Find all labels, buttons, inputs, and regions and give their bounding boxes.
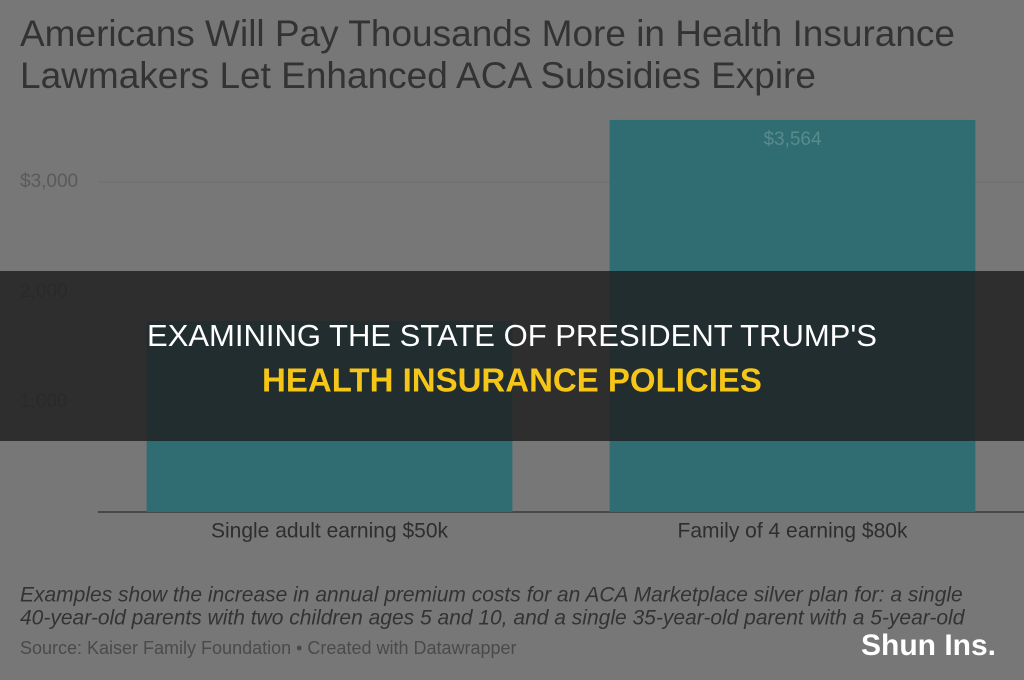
banner — [0, 271, 1024, 441]
chart-note: Examples show the increase in annual pre… — [20, 584, 963, 607]
chart-source: Source: Kaiser Family Foundation • Creat… — [20, 638, 517, 658]
x-tick-label: Single adult earning $50k — [211, 520, 449, 543]
chart-title: Lawmakers Let Enhanced ACA Subsidies Exp… — [20, 55, 816, 96]
chart-note: 40-year-old parents with two children ag… — [20, 607, 966, 630]
y-tick-label: $3,000 — [20, 171, 78, 192]
value-label: $3,564 — [763, 129, 822, 150]
banner-title: HEALTH INSURANCE POLICIES — [262, 362, 762, 399]
x-tick-label: Family of 4 earning $80k — [678, 520, 908, 543]
banner-title: EXAMINING THE STATE OF PRESIDENT TRUMP'S — [147, 318, 877, 353]
watermark: Shun Ins. — [861, 629, 996, 662]
chart-title: Americans Will Pay Thousands More in Hea… — [20, 13, 955, 54]
